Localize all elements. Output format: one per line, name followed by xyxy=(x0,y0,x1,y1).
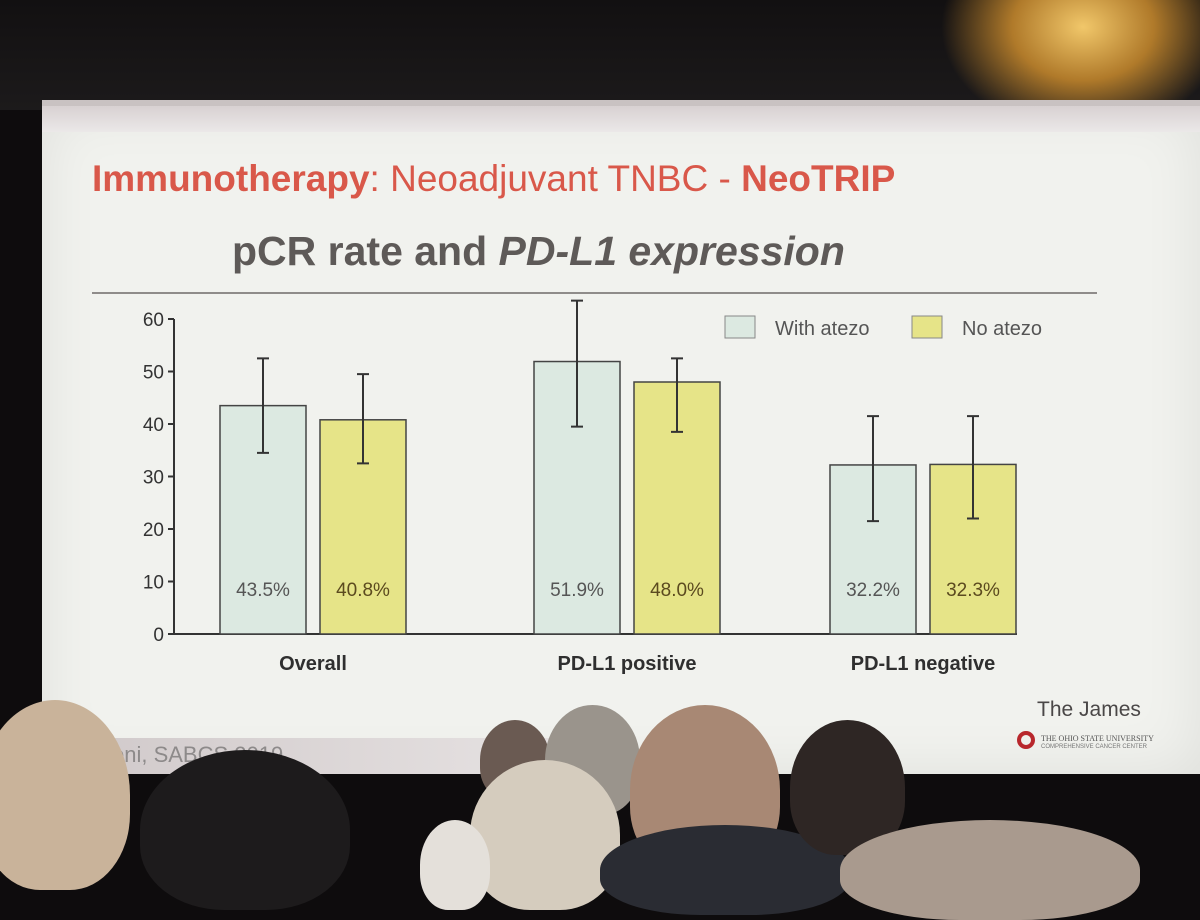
title-neotrip: NeoTRIP xyxy=(741,158,896,199)
legend-label: No atezo xyxy=(962,318,1042,340)
bar-value-label: 51.9% xyxy=(550,580,604,601)
bar-value-label: 40.8% xyxy=(336,580,390,601)
legend-swatch xyxy=(724,315,756,339)
audience-head xyxy=(790,720,905,855)
title-middle: : Neoadjuvant TNBC - xyxy=(369,158,742,199)
y-tick-label: 40 xyxy=(143,415,164,436)
y-tick-label: 20 xyxy=(143,520,164,541)
y-tick-label: 10 xyxy=(143,573,164,594)
title-rule xyxy=(92,292,1097,294)
audience-head xyxy=(420,820,490,910)
bar-value-label: 43.5% xyxy=(236,580,290,601)
slide-top-strip xyxy=(42,106,1200,132)
projection-screen: Immunotherapy: Neoadjuvant TNBC - NeoTRI… xyxy=(42,100,1200,774)
brand-name: The James xyxy=(1037,698,1141,721)
bar-value-label: 32.3% xyxy=(946,580,1000,601)
bar-chart: 0 10 20 30 40 50 60 43.5% 40.8% Overall 51.9% 48.0%… xyxy=(143,299,1042,675)
audience-head xyxy=(470,760,620,910)
y-tick-label: 0 xyxy=(153,625,164,646)
y-tick-label: 30 xyxy=(143,468,164,489)
legend-label: With atezo xyxy=(775,318,869,340)
y-tick-label: 60 xyxy=(143,310,164,331)
audience-head xyxy=(140,750,350,910)
category-label: Overall xyxy=(279,653,347,675)
logo-university: THE OHIO STATE UNIVERSITY xyxy=(1041,734,1154,743)
audience xyxy=(0,690,1200,920)
slide-title: Immunotherapy: Neoadjuvant TNBC - NeoTRI… xyxy=(92,158,1092,200)
bar-value-label: 48.0% xyxy=(650,580,704,601)
category-label: PD-L1 positive xyxy=(558,653,697,675)
slide-subtitle: pCR rate and PD-L1 expression xyxy=(232,228,845,275)
y-tick-label: 50 xyxy=(143,363,164,384)
subtitle-italic: PD-L1 expression xyxy=(498,228,845,274)
logo-center: COMPREHENSIVE CANCER CENTER xyxy=(1041,744,1148,750)
audience-head xyxy=(0,700,130,890)
osu-logo: THE OHIO STATE UNIVERSITY COMPREHENSIVE … xyxy=(1017,731,1187,753)
subtitle-plain: pCR rate and xyxy=(232,228,499,274)
bar-value-label: 32.2% xyxy=(846,580,900,601)
osu-block-o-icon xyxy=(1017,731,1035,749)
title-immunotherapy: Immunotherapy xyxy=(92,158,370,199)
category-label: PD-L1 negative xyxy=(851,653,995,675)
audience-head xyxy=(840,820,1140,920)
legend-swatch xyxy=(911,315,943,339)
